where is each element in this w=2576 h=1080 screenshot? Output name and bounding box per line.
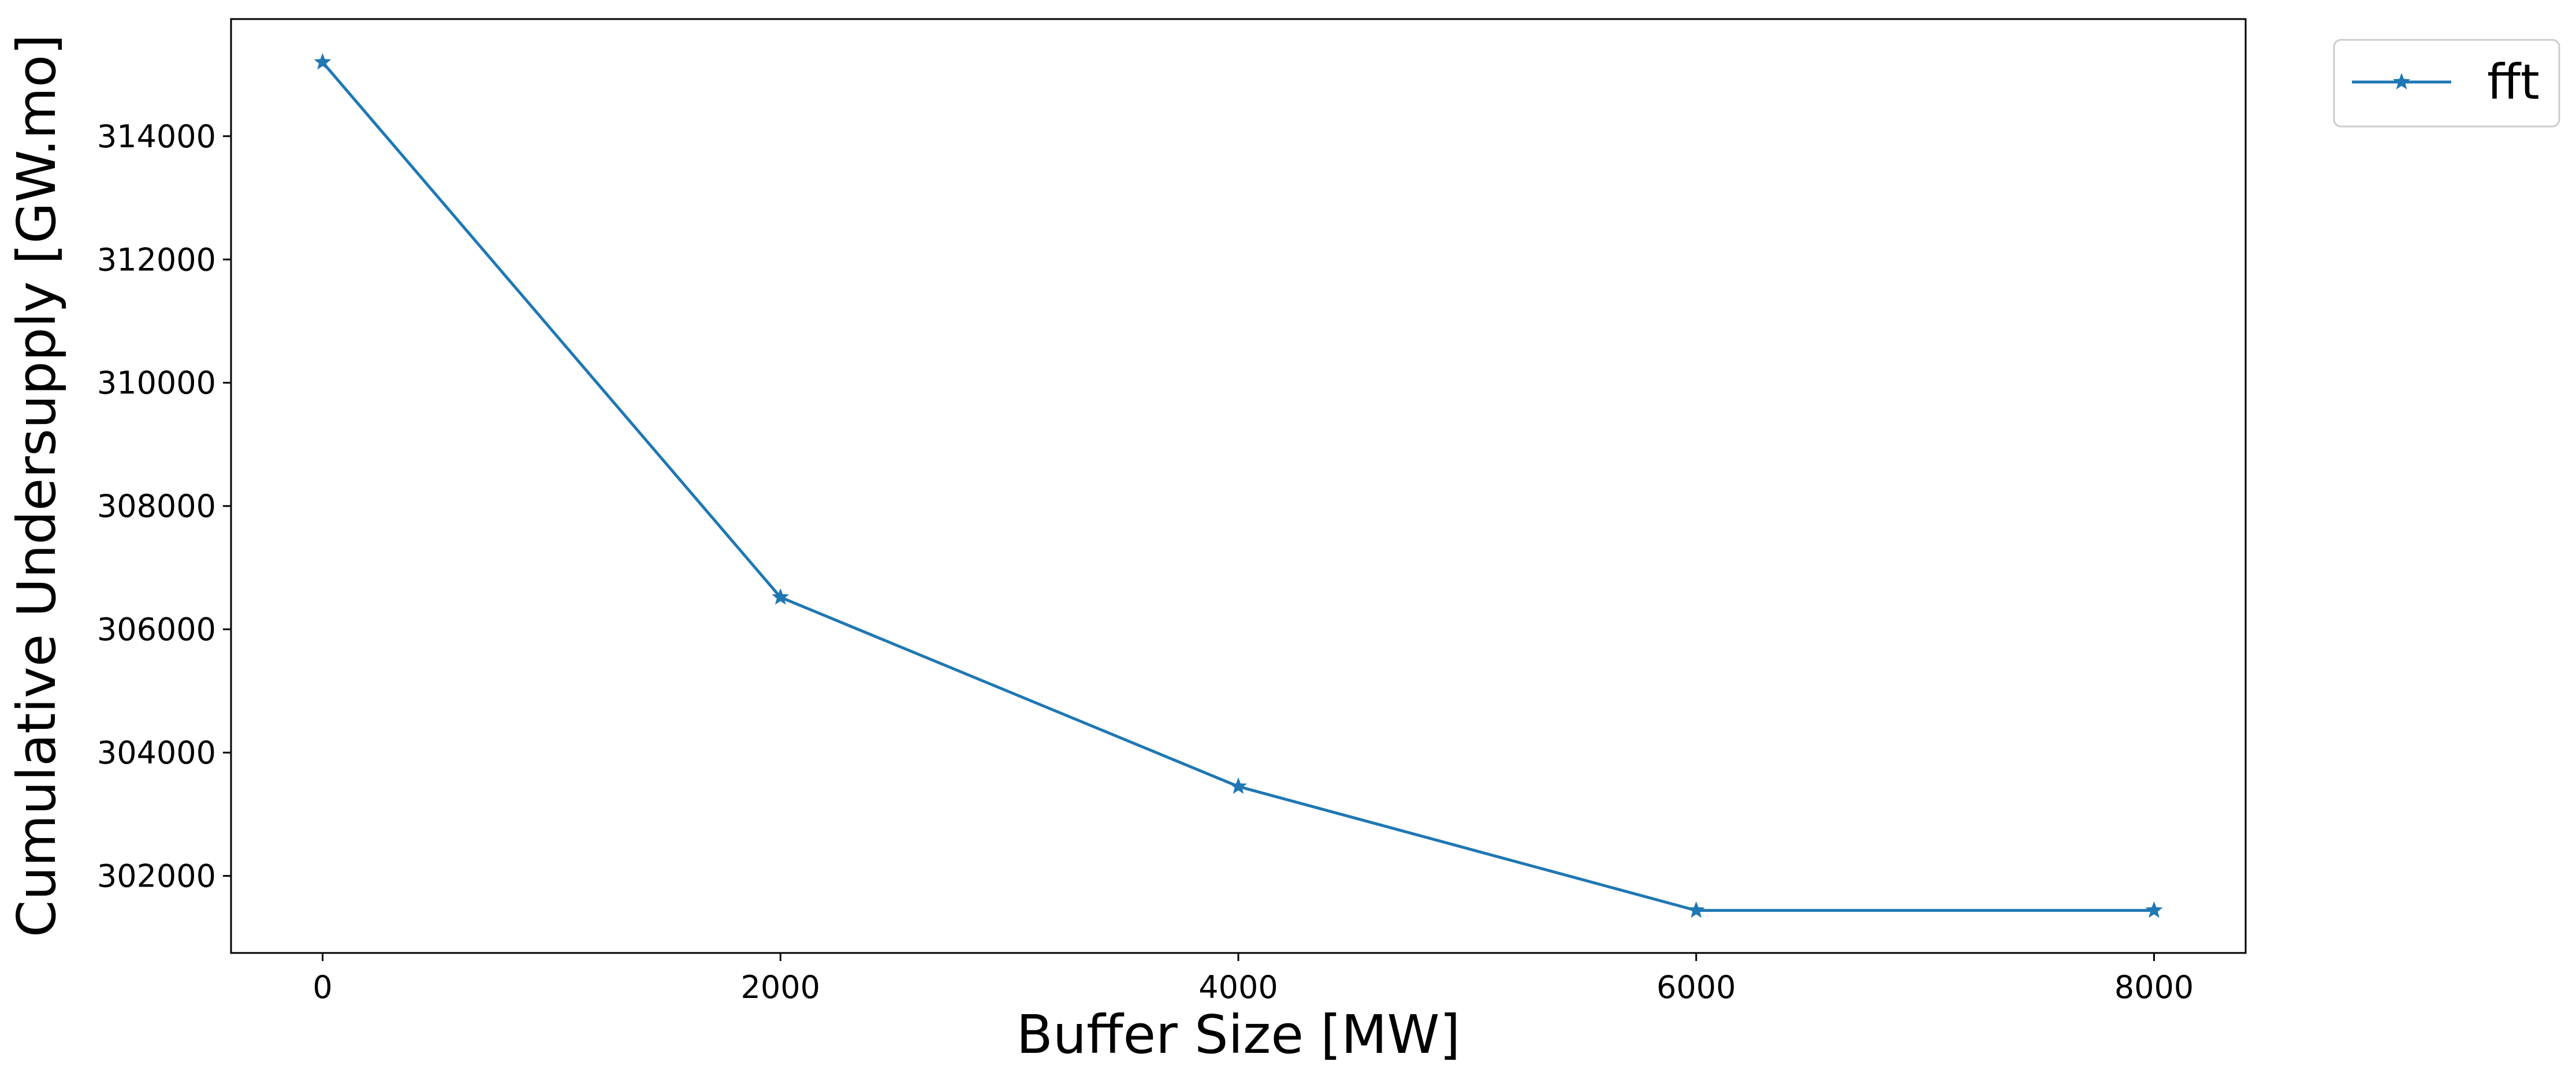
legend-marker-fft <box>2392 73 2411 90</box>
data-point <box>1687 901 1705 918</box>
data-point <box>314 53 332 70</box>
x-tick-label: 2000 <box>741 969 820 1005</box>
y-tick-label: 302000 <box>97 858 216 895</box>
x-tick-label: 4000 <box>1198 969 1278 1005</box>
legend: fft <box>2333 39 2560 128</box>
data-point <box>1229 777 1248 794</box>
y-axis-ticks: 302000 304000 306000 308000 310000 312000 3140… <box>97 118 231 895</box>
y-axis-label: Cumulative Undersupply [GW.mo] <box>6 34 68 937</box>
plot-area <box>230 18 2247 954</box>
data-point <box>2145 901 2163 918</box>
y-tick-label: 312000 <box>97 241 216 278</box>
x-axis-label: Buffer Size [MW] <box>1017 1004 1461 1066</box>
y-tick-label: 314000 <box>97 118 216 155</box>
x-tick-label: 0 <box>312 969 332 1005</box>
y-tick-label: 306000 <box>97 612 216 648</box>
series-group <box>314 53 2163 918</box>
x-tick-label: 8000 <box>2115 969 2194 1005</box>
y-tick-label: 304000 <box>97 735 216 771</box>
x-axis-ticks: 0 2000 4000 6000 8000 <box>312 953 2194 1005</box>
x-tick-label: 6000 <box>1656 969 1736 1005</box>
data-point <box>772 588 790 605</box>
y-tick-label: 310000 <box>97 365 216 401</box>
legend-label-fft: fft <box>2487 54 2540 110</box>
y-tick-label: 308000 <box>97 488 216 524</box>
